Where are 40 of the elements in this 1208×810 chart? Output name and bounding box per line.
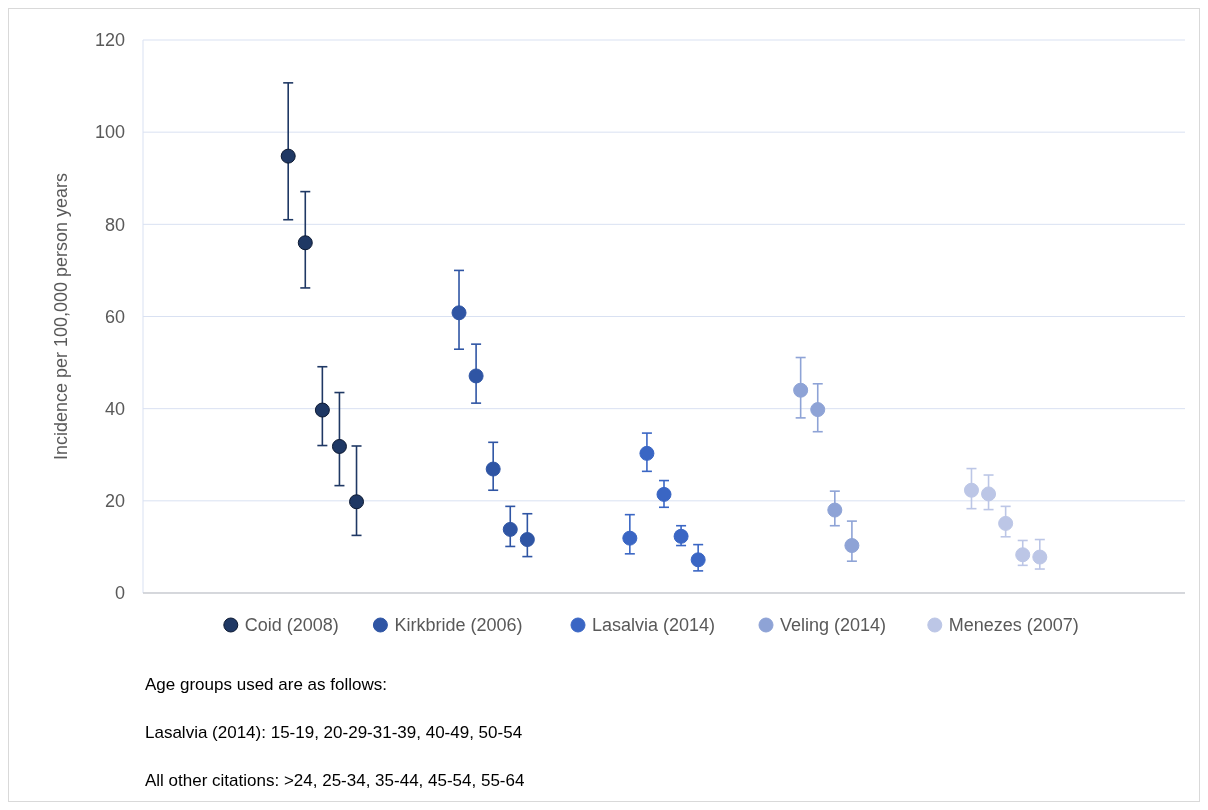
y-tick-label: 100 bbox=[94, 122, 125, 143]
point bbox=[998, 515, 1014, 531]
point bbox=[1015, 547, 1031, 563]
text: All other citations: >24, 25-34, 35-44, 45-54, 55-64 bbox=[145, 771, 525, 790]
legend-label: Menezes (2007) bbox=[948, 615, 1079, 636]
text: Age groups used are as follows: bbox=[145, 675, 387, 694]
point bbox=[502, 521, 518, 537]
point bbox=[673, 528, 689, 544]
point bbox=[451, 305, 467, 321]
point bbox=[468, 368, 484, 384]
y-tick-label: 120 bbox=[94, 30, 125, 51]
legend-label: Lasalvia (2014) bbox=[592, 615, 716, 636]
point bbox=[793, 382, 809, 398]
y-tick-label: 80 bbox=[104, 214, 125, 235]
y-tick-label: 0 bbox=[114, 583, 125, 604]
point bbox=[963, 482, 979, 498]
point bbox=[622, 530, 638, 546]
point bbox=[827, 502, 843, 518]
point bbox=[314, 402, 330, 418]
legend-label: Veling (2014) bbox=[780, 615, 887, 636]
point bbox=[981, 486, 997, 502]
y-tick-label: 60 bbox=[104, 306, 125, 327]
y-tick-label: 20 bbox=[104, 491, 125, 512]
point bbox=[331, 438, 347, 454]
point bbox=[844, 538, 860, 554]
point bbox=[349, 494, 365, 510]
point bbox=[485, 461, 501, 477]
legend-label: Kirkbride (2006) bbox=[394, 615, 523, 636]
point bbox=[280, 148, 296, 164]
point bbox=[810, 402, 826, 418]
point bbox=[1032, 549, 1048, 565]
text: Lasalvia (2014): 15-19, 20-29-31-39, 40-49, 50-54 bbox=[145, 723, 523, 742]
point bbox=[656, 486, 672, 502]
point bbox=[690, 552, 706, 568]
y-axis-title: Incidence per 100,000 person years bbox=[51, 172, 71, 461]
point bbox=[639, 445, 655, 461]
point bbox=[297, 235, 313, 251]
point bbox=[519, 532, 535, 548]
y-tick-label: 40 bbox=[104, 398, 125, 419]
legend-label: Coid (2008) bbox=[244, 615, 339, 636]
